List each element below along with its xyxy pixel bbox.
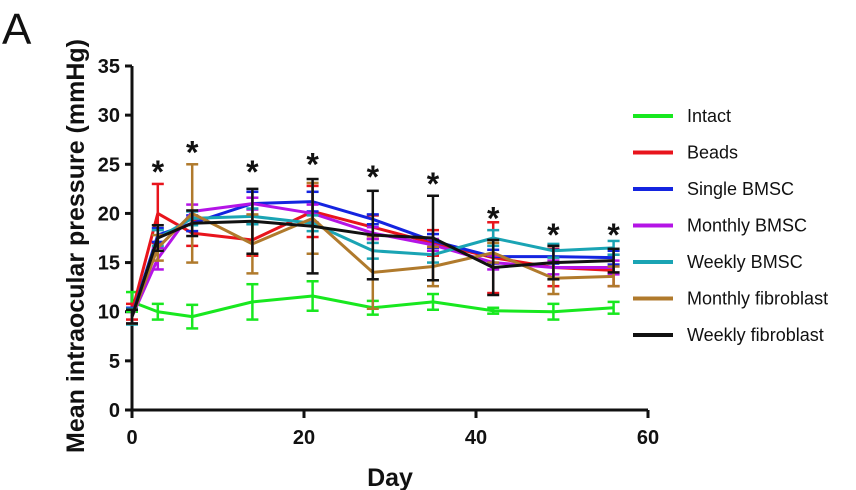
series-line [130, 219, 614, 318]
error-bar [186, 303, 199, 330]
error-bar [547, 302, 560, 321]
legend-label: Monthly BMSC [687, 216, 807, 236]
legend-item: Monthly BMSC [633, 216, 807, 236]
y-tick-label: 10 [98, 302, 120, 324]
legend-item: Single BMSC [633, 179, 794, 199]
error-bar [366, 189, 379, 281]
legend-label: Single BMSC [687, 179, 794, 199]
y-tick-label: 30 [98, 105, 120, 127]
x-tick-label: 40 [465, 427, 487, 449]
significance-star: * [306, 146, 319, 182]
error-bar [427, 194, 439, 282]
error-bar [487, 238, 500, 297]
legend-label: Monthly fibroblast [687, 289, 828, 309]
error-bar [607, 300, 620, 315]
legend-label: Intact [687, 106, 731, 126]
significance-star: * [427, 166, 440, 202]
panel-label: A [2, 5, 32, 54]
x-axis-title: Day [367, 464, 413, 490]
legend-item: Intact [633, 106, 731, 126]
legend: Intact Beads Single BMSC Monthly BMSC Weekly… [633, 106, 828, 345]
series-line [130, 214, 614, 318]
y-tick-label: 35 [98, 56, 120, 78]
series-weekly-fibroblast [126, 177, 620, 325]
y-tick-label: 0 [109, 400, 120, 422]
significance-star: * [367, 159, 380, 195]
legend-label: Weekly BMSC [687, 252, 803, 272]
y-tick-label: 25 [98, 154, 120, 176]
x-tick-label: 0 [126, 427, 137, 449]
x-tick-label: 20 [293, 427, 315, 449]
legend-item: Weekly BMSC [633, 252, 803, 272]
y-tick-label: 5 [109, 351, 120, 373]
error-bar [306, 177, 319, 275]
error-bar [306, 279, 319, 312]
x-tick-label: 60 [637, 427, 659, 449]
series-line [131, 294, 614, 319]
legend-label: Beads [687, 143, 738, 163]
significance-markers: * * * * * * * * * [152, 135, 621, 254]
error-bar [427, 292, 439, 311]
significance-star: * [186, 135, 199, 171]
significance-star: * [152, 154, 165, 190]
error-bar [547, 244, 560, 281]
y-tick-label: 15 [98, 253, 120, 275]
axes: 0 5 10 15 20 25 30 35 0 20 40 60 [98, 56, 659, 449]
series-intact [126, 279, 620, 330]
series-line [130, 209, 614, 313]
significance-star: * [607, 217, 620, 253]
significance-star: * [246, 154, 259, 190]
y-axis-title: Mean intraocular pressure (mmHg) [62, 39, 90, 453]
y-tick-label: 20 [98, 203, 120, 225]
error-bar [151, 302, 164, 321]
error-bar [126, 308, 138, 325]
error-bar [151, 223, 164, 253]
significance-star: * [487, 200, 500, 236]
legend-label: Weekly fibroblast [687, 325, 824, 345]
error-bar [487, 306, 500, 315]
series-group [126, 163, 620, 330]
error-bar [246, 187, 259, 255]
error-bar [246, 282, 259, 321]
legend-item: Weekly fibroblast [633, 325, 824, 345]
significance-star: * [547, 217, 560, 253]
error-bar [607, 247, 620, 274]
legend-item: Beads [633, 143, 738, 163]
legend-item: Monthly fibroblast [633, 289, 828, 309]
error-bar [186, 209, 199, 238]
